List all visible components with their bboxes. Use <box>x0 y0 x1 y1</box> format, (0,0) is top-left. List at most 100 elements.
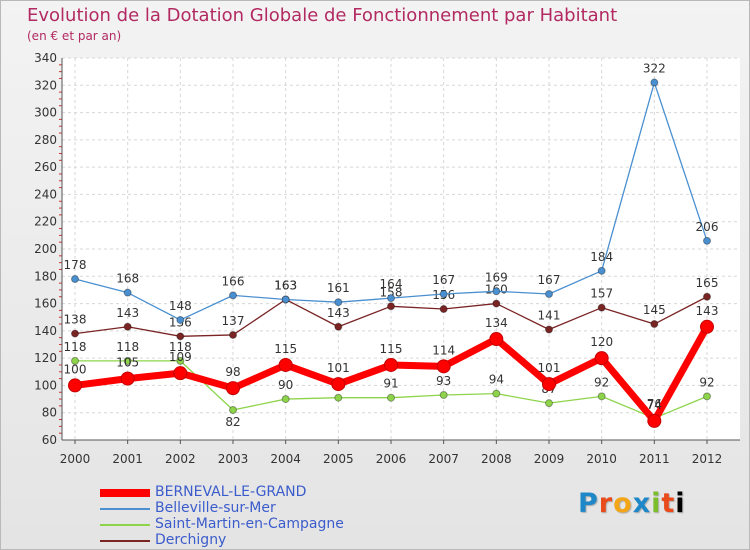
data-label-berneval-le-grand: 100 <box>64 362 87 376</box>
y-tick-label: 260 <box>34 160 57 174</box>
data-point-belleville-sur-mer <box>492 287 501 296</box>
data-label-derchigny: 145 <box>643 303 666 317</box>
data-label-belleville-sur-mer: 178 <box>64 258 87 272</box>
data-label-berneval-le-grand: 74 <box>647 398 662 412</box>
data-label-berneval-le-grand: 120 <box>590 335 613 349</box>
data-point-berneval-le-grand <box>436 359 451 374</box>
data-point-berneval-le-grand <box>120 371 135 386</box>
legend-label-derchigny: Derchigny <box>155 532 227 548</box>
x-tick-label: 2005 <box>323 452 354 466</box>
data-label-belleville-sur-mer: 163 <box>274 278 297 292</box>
data-point-derchigny <box>492 299 501 308</box>
data-label-berneval-le-grand: 134 <box>485 316 508 330</box>
data-point-belleville-sur-mer <box>439 290 448 299</box>
data-point-saint-martin-en-campagne <box>439 390 448 399</box>
x-tick-label: 2012 <box>692 452 723 466</box>
y-tick-label: 100 <box>34 378 57 392</box>
data-label-belleville-sur-mer: 161 <box>327 281 350 295</box>
data-label-saint-martin-en-campagne: 91 <box>383 377 398 391</box>
y-tick-label: 280 <box>34 133 57 147</box>
data-point-derchigny <box>703 292 711 301</box>
data-label-berneval-le-grand: 109 <box>169 350 192 364</box>
data-point-saint-martin-en-campagne <box>281 395 290 404</box>
data-label-derchigny: 141 <box>538 308 561 322</box>
y-tick-label: 140 <box>34 324 57 338</box>
data-point-derchigny <box>123 322 132 331</box>
data-label-derchigny: 143 <box>327 306 350 320</box>
data-point-belleville-sur-mer <box>387 294 395 303</box>
data-point-saint-martin-en-campagne <box>492 389 501 398</box>
y-tick-label: 200 <box>34 242 57 256</box>
data-label-belleville-sur-mer: 167 <box>432 273 455 287</box>
legend-label-belleville: Belleville-sur-Mer <box>155 500 276 516</box>
data-label-berneval-le-grand: 114 <box>432 343 455 357</box>
data-label-saint-martin-en-campagne: 118 <box>64 340 87 354</box>
data-label-belleville-sur-mer: 322 <box>643 62 666 76</box>
data-label-saint-martin-en-campagne: 92 <box>699 375 714 389</box>
y-tick-label: 180 <box>34 269 57 283</box>
y-tick-label: 340 <box>34 51 57 65</box>
data-label-berneval-le-grand: 105 <box>116 356 139 370</box>
data-point-berneval-le-grand <box>384 357 398 372</box>
data-label-belleville-sur-mer: 206 <box>696 220 719 234</box>
data-point-belleville-sur-mer <box>703 236 711 245</box>
data-label-saint-martin-en-campagne: 82 <box>225 415 240 429</box>
data-point-derchigny <box>387 302 395 311</box>
x-tick-label: 2008 <box>481 452 512 466</box>
data-label-derchigny: 137 <box>222 314 245 328</box>
data-point-derchigny <box>176 332 185 341</box>
data-point-berneval-le-grand <box>594 351 609 366</box>
chart-subtitle: (en € et par an) <box>27 29 122 43</box>
data-label-derchigny: 138 <box>64 313 87 327</box>
y-tick-label: 60 <box>42 433 57 447</box>
data-label-berneval-le-grand: 115 <box>380 342 403 356</box>
legend-swatch-belleville <box>100 508 150 510</box>
data-point-saint-martin-en-campagne <box>597 392 606 401</box>
data-point-saint-martin-en-campagne <box>123 356 132 365</box>
data-point-derchigny <box>650 320 659 329</box>
legend-swatch-saint-martin <box>100 524 150 526</box>
legend-label-saint-martin: Saint-Martin-en-Campagne <box>155 516 344 532</box>
data-label-belleville-sur-mer: 168 <box>116 272 139 286</box>
data-label-saint-martin-en-campagne: 118 <box>169 340 192 354</box>
legend-label-berneval: BERNEVAL-LE-GRAND <box>155 484 307 500</box>
data-point-saint-martin-en-campagne <box>545 399 553 408</box>
y-tick-label: 240 <box>34 187 57 201</box>
data-point-berneval-le-grand <box>226 381 240 396</box>
x-tick-label: 2004 <box>270 452 301 466</box>
data-point-saint-martin-en-campagne <box>71 356 79 365</box>
data-point-berneval-le-grand <box>331 377 346 392</box>
proxiti-logo: Proxiti <box>578 488 686 519</box>
data-label-derchigny: 157 <box>590 287 613 301</box>
data-label-belleville-sur-mer: 169 <box>485 270 508 284</box>
data-label-berneval-le-grand: 115 <box>274 342 297 356</box>
data-point-derchigny <box>439 305 448 314</box>
data-point-belleville-sur-mer <box>71 275 79 284</box>
data-label-berneval-le-grand: 101 <box>327 361 350 375</box>
x-tick-label: 2002 <box>165 452 196 466</box>
x-tick-label: 2010 <box>586 452 617 466</box>
legend-swatch-derchigny <box>100 540 150 542</box>
data-label-belleville-sur-mer: 166 <box>222 274 245 288</box>
data-point-derchigny <box>229 330 237 339</box>
x-tick-label: 2000 <box>60 452 91 466</box>
data-point-berneval-le-grand <box>173 366 188 381</box>
data-label-belleville-sur-mer: 184 <box>590 250 613 264</box>
x-tick-label: 2009 <box>534 452 565 466</box>
data-point-belleville-sur-mer <box>123 288 132 297</box>
data-label-belleville-sur-mer: 164 <box>380 277 403 291</box>
data-label-belleville-sur-mer: 148 <box>169 299 192 313</box>
data-label-saint-martin-en-campagne: 90 <box>278 378 293 392</box>
data-label-saint-martin-en-campagne: 92 <box>594 375 609 389</box>
x-tick-label: 2001 <box>112 452 143 466</box>
data-point-berneval-le-grand <box>647 413 662 428</box>
y-tick-label: 120 <box>34 351 57 365</box>
data-point-derchigny <box>597 303 606 312</box>
data-point-saint-martin-en-campagne <box>387 393 395 402</box>
chart-title: Evolution de la Dotation Globale de Fonc… <box>27 5 618 26</box>
y-tick-label: 220 <box>34 215 57 229</box>
data-point-belleville-sur-mer <box>229 291 237 300</box>
x-tick-label: 2011 <box>639 452 670 466</box>
data-point-belleville-sur-mer <box>545 290 553 299</box>
